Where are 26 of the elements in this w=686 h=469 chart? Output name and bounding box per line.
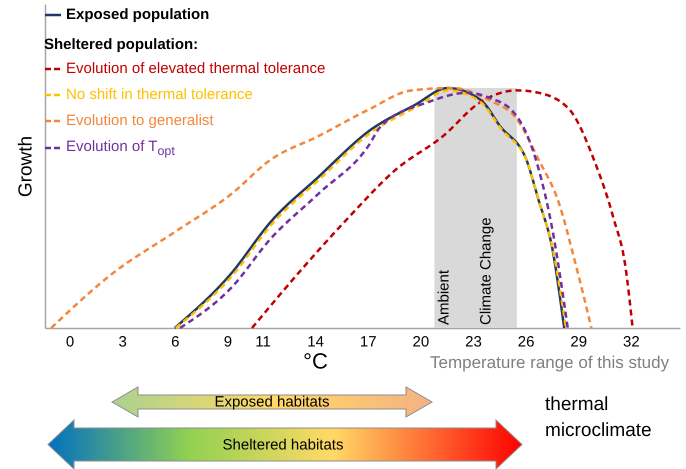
x-tick-label: 23 <box>465 334 482 350</box>
legend-label: Evolution of T$_{opt}$ <box>66 138 175 158</box>
band-label: Climate Change <box>478 217 495 325</box>
legend-label: Exposed population <box>66 6 210 23</box>
x-tick-label: 14 <box>307 334 324 350</box>
x-tick-label: 0 <box>66 334 74 350</box>
x-tick-label: 11 <box>255 334 271 350</box>
x-tick-label: 26 <box>518 334 534 350</box>
y-axis-title: Growth <box>16 136 36 198</box>
legend-label: Evolution to generalist <box>66 112 214 129</box>
x-axis-title: °C <box>303 348 328 374</box>
x-tick-label: 6 <box>171 334 180 350</box>
legend-title: Sheltered population: <box>44 36 198 53</box>
x-tick-label: 3 <box>118 334 127 350</box>
band-label: Ambient <box>435 269 452 325</box>
x-tick-label: 20 <box>412 334 430 350</box>
x-tick-label: 32 <box>623 334 640 350</box>
text: Temperature range of this study <box>430 353 670 373</box>
legend-label: No shift in thermal tolerance <box>66 86 253 103</box>
x-tick-label: 9 <box>224 334 232 350</box>
text: Sheltered habitats <box>222 436 344 454</box>
text: thermal microclimate <box>545 393 653 443</box>
x-tick-label: 29 <box>570 334 588 350</box>
legend-label: Evolution of elevated thermal tolerance <box>66 60 326 77</box>
text: Exposed habitats <box>214 394 330 410</box>
x-tick-label: 17 <box>360 334 377 350</box>
